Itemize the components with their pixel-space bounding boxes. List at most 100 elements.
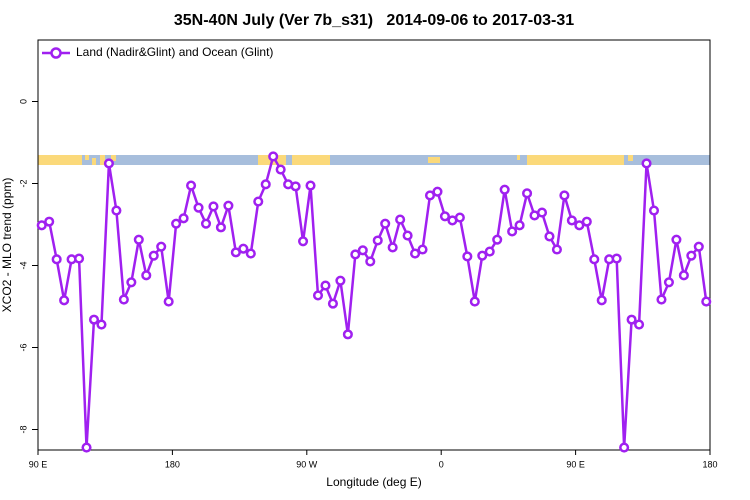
data-point <box>589 254 600 265</box>
y-tick-label: -8 <box>18 425 28 433</box>
data-point <box>477 250 488 261</box>
y-tick-label: -6 <box>18 343 28 351</box>
data-point <box>103 158 114 169</box>
plot-frame <box>37 39 711 451</box>
data-point <box>462 251 473 262</box>
data-point <box>44 216 55 227</box>
data-point <box>678 270 689 281</box>
data-point <box>380 218 391 229</box>
data-point <box>156 241 167 252</box>
x-tick-label: 90 W <box>296 459 318 469</box>
data-point <box>74 253 85 264</box>
data-point <box>417 244 428 255</box>
data-point <box>454 212 465 223</box>
data-point <box>208 201 219 212</box>
x-tick-label: 180 <box>702 459 717 469</box>
x-tick-label: 90 E <box>29 459 48 469</box>
legend: Land (Nadir&Glint) and Ocean (Glint) <box>42 45 273 59</box>
data-point <box>260 179 271 190</box>
data-point <box>223 200 234 211</box>
data-point <box>126 277 137 288</box>
legend-marker <box>50 47 62 59</box>
data-point <box>186 180 197 191</box>
data-point <box>686 250 697 261</box>
data-point <box>663 277 674 288</box>
series-line <box>41 155 708 449</box>
data-point <box>312 290 324 301</box>
legend-label: Land (Nadir&Glint) and Ocean (Glint) <box>76 45 273 59</box>
data-point <box>327 298 338 309</box>
data-point <box>432 186 443 197</box>
data-point <box>641 158 652 169</box>
data-point <box>81 442 92 453</box>
data-point <box>245 248 256 259</box>
data-point <box>238 243 249 254</box>
y-tick-label: -4 <box>18 261 28 269</box>
data-point <box>268 151 279 162</box>
data-point <box>499 184 510 195</box>
data-point <box>395 214 406 225</box>
data-point <box>320 280 331 291</box>
data-point <box>402 230 413 241</box>
data-point <box>507 226 518 237</box>
data-point <box>342 329 353 340</box>
data-point <box>701 296 712 307</box>
data-point <box>111 205 122 216</box>
data-point <box>148 250 159 261</box>
data-point <box>163 296 174 307</box>
data-point <box>574 220 585 231</box>
data-point <box>96 319 107 330</box>
data-point <box>484 246 495 257</box>
data-point <box>581 216 592 227</box>
data-point <box>611 253 622 264</box>
data-point <box>671 234 682 245</box>
data-point <box>253 196 264 207</box>
data-point <box>514 220 525 231</box>
data-point <box>551 244 562 255</box>
data-point <box>290 181 301 192</box>
data-point <box>365 256 376 267</box>
data-point <box>656 294 667 305</box>
data-point <box>357 245 368 256</box>
data-point <box>566 215 577 226</box>
data-point <box>596 295 607 306</box>
x-tick-label: 0 <box>439 459 444 469</box>
data-point <box>178 213 189 224</box>
data-point <box>133 234 144 245</box>
data-point <box>626 314 637 325</box>
y-axis-label: XCO2 - MLO trend (ppm) <box>0 178 14 313</box>
data-point <box>536 207 548 218</box>
data-point <box>693 241 704 252</box>
data-point <box>350 249 361 260</box>
data-point <box>275 164 286 175</box>
data-point <box>544 231 555 242</box>
data-point <box>118 294 129 305</box>
data-point <box>200 218 212 229</box>
data-point <box>36 220 47 231</box>
data-point <box>410 248 421 259</box>
data-point <box>215 222 226 233</box>
y-tick-label: -2 <box>18 179 28 187</box>
data-point <box>230 247 241 258</box>
x-axis-label: Longitude (deg E) <box>326 475 421 489</box>
data-point <box>439 211 450 222</box>
data-point <box>298 236 309 247</box>
data-point <box>387 242 398 253</box>
data-point <box>372 235 383 246</box>
data-point <box>335 275 346 286</box>
data-point <box>424 190 436 201</box>
chart-title: 35N-40N July (Ver 7b_s31) 2014-09-06 to … <box>174 12 574 29</box>
y-tick-label: 0 <box>18 99 28 104</box>
data-point <box>88 314 100 325</box>
data-point <box>634 319 645 330</box>
data-point <box>141 270 152 281</box>
data-point <box>522 188 533 199</box>
data-point <box>469 296 480 307</box>
data-point <box>171 218 182 229</box>
data-point <box>59 295 70 306</box>
data-point <box>559 190 570 201</box>
data-point <box>193 202 204 213</box>
surface-band <box>38 155 710 165</box>
x-tick-label: 90 E <box>566 459 585 469</box>
